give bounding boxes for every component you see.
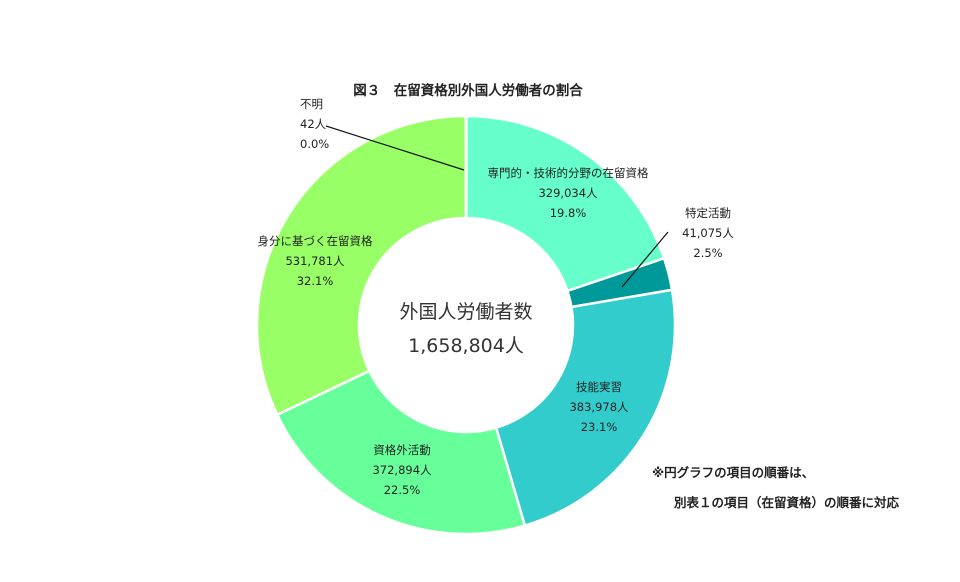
donut-slice	[275, 369, 527, 536]
center-total: 1,658,804人	[408, 335, 524, 357]
center-label: 外国人労働者数	[399, 301, 532, 323]
slice-percent: 22.5%	[384, 483, 421, 497]
slice-label: 不明	[300, 97, 323, 111]
chart-title: 図３ 在留資格別外国人労働者の割合	[353, 82, 583, 99]
donut-slice	[255, 114, 468, 417]
slice-value: 531,781人	[285, 254, 345, 268]
leader-line	[325, 125, 465, 171]
slice-value: 42人	[300, 117, 327, 131]
slice-label: 専門的・技術的分野の在留資格	[488, 166, 649, 180]
donut-slice	[494, 288, 677, 528]
slice-label: 特定活動	[685, 206, 731, 220]
slice-percent: 32.1%	[297, 274, 334, 288]
slice-label: 技能実習	[576, 380, 622, 394]
slice-value: 329,034人	[538, 186, 598, 200]
note-line-1: ※円グラフの項目の順番は、	[652, 465, 815, 480]
donut-slice	[464, 114, 666, 293]
slice-label: 資格外活動	[373, 443, 431, 457]
leader-line	[621, 231, 669, 288]
note-line-2: 別表１の項目（在留資格）の順番に対応	[674, 495, 900, 510]
slice-value: 372,894人	[372, 463, 432, 477]
slice-percent: 23.1%	[581, 420, 618, 434]
slice-label: 身分に基づく在留資格	[258, 234, 373, 248]
slice-value: 41,075人	[682, 226, 734, 240]
donut-slice	[464, 114, 468, 220]
slice-value: 383,978人	[569, 400, 629, 414]
slice-percent: 0.0%	[300, 137, 329, 151]
slice-percent: 2.5%	[693, 246, 722, 260]
slice-percent: 19.8%	[550, 206, 587, 220]
